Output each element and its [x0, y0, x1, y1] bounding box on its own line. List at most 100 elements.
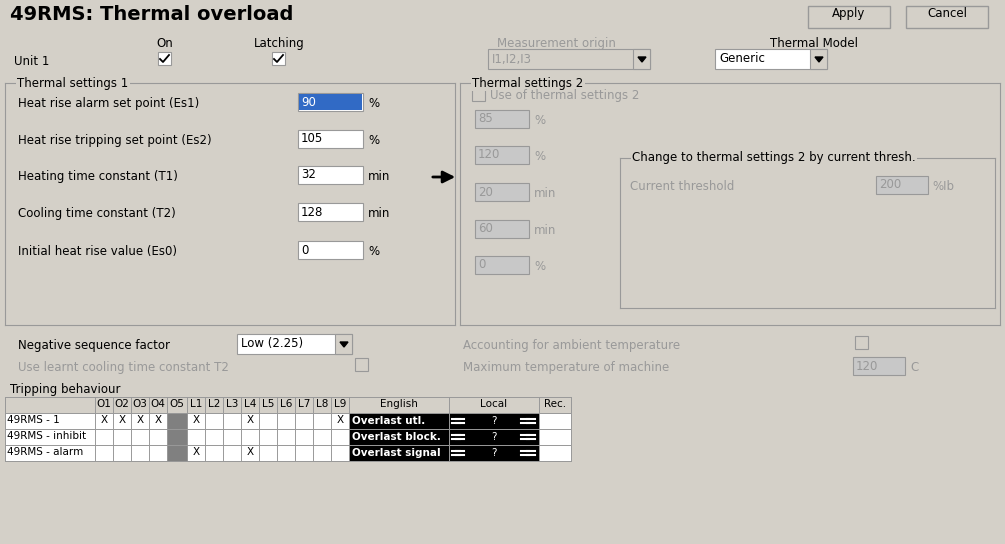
Text: 0: 0 [478, 258, 485, 271]
Text: 49RMS - alarm: 49RMS - alarm [7, 447, 83, 457]
Text: O5: O5 [170, 399, 185, 409]
Bar [335, 334, 352, 354]
Bar [633, 49, 650, 69]
Text: X: X [100, 415, 108, 425]
Bar [298, 241, 363, 259]
Bar [876, 176, 928, 194]
Text: L3: L3 [226, 399, 238, 409]
Bar [167, 413, 187, 429]
Text: 49RMS: Thermal overload: 49RMS: Thermal overload [10, 5, 293, 24]
Text: Overlast utl.: Overlast utl. [352, 416, 425, 426]
Bar [5, 413, 571, 429]
Text: 49RMS - inhibit: 49RMS - inhibit [7, 431, 86, 441]
Text: X: X [337, 415, 344, 425]
Text: Tripping behaviour: Tripping behaviour [10, 383, 121, 396]
Text: L6: L6 [279, 399, 292, 409]
Bar [298, 166, 363, 184]
Text: L7: L7 [297, 399, 311, 409]
Bar [167, 429, 187, 445]
Text: Low (2.25): Low (2.25) [241, 337, 304, 350]
Text: min: min [534, 224, 557, 237]
Text: ?: ? [491, 432, 496, 442]
Text: X: X [192, 447, 200, 457]
Text: X: X [155, 415, 162, 425]
Text: L5: L5 [262, 399, 274, 409]
Text: 90: 90 [302, 96, 316, 108]
Text: 49RMS - 1: 49RMS - 1 [7, 415, 59, 425]
Bar [808, 6, 890, 28]
Text: English: English [380, 399, 418, 409]
Text: Accounting for ambient temperature: Accounting for ambient temperature [463, 339, 680, 352]
Bar [349, 413, 449, 429]
Text: 105: 105 [302, 133, 324, 145]
Bar [855, 336, 868, 349]
Bar [272, 52, 285, 65]
Polygon shape [340, 342, 348, 347]
Text: C: C [910, 361, 919, 374]
Text: L1: L1 [190, 399, 202, 409]
Bar [539, 445, 571, 461]
Text: X: X [246, 447, 253, 457]
Text: Maximum temperature of machine: Maximum temperature of machine [463, 361, 669, 374]
Text: I1,I2,I3: I1,I2,I3 [492, 53, 532, 65]
Text: L9: L9 [334, 399, 346, 409]
Text: Use learnt cooling time constant T2: Use learnt cooling time constant T2 [18, 361, 229, 374]
Bar [810, 49, 827, 69]
Text: %: % [368, 245, 379, 258]
Text: %Ib: %Ib [932, 180, 954, 193]
Text: Rec.: Rec. [544, 399, 566, 409]
Bar [475, 110, 529, 128]
Bar [5, 397, 571, 413]
Text: 60: 60 [478, 222, 492, 236]
Text: min: min [534, 187, 557, 200]
Bar [488, 49, 650, 69]
Text: L4: L4 [244, 399, 256, 409]
Text: O2: O2 [115, 399, 130, 409]
Text: min: min [368, 170, 390, 183]
Text: Cancel: Cancel [927, 7, 967, 20]
Text: Change to thermal settings 2 by current thresh.: Change to thermal settings 2 by current … [632, 151, 916, 164]
Bar [449, 413, 539, 429]
Bar [237, 334, 352, 354]
Text: Unit 1: Unit 1 [14, 55, 49, 68]
Text: 200: 200 [879, 178, 901, 191]
Bar [158, 52, 171, 65]
Text: O1: O1 [96, 399, 112, 409]
Bar [853, 357, 904, 375]
Bar [539, 413, 571, 429]
Text: Current threshold: Current threshold [630, 180, 735, 193]
Polygon shape [638, 57, 646, 62]
Text: Use of thermal settings 2: Use of thermal settings 2 [490, 89, 639, 102]
Text: Latching: Latching [253, 37, 305, 50]
Polygon shape [815, 57, 823, 62]
Text: %: % [534, 260, 545, 273]
Text: 85: 85 [478, 113, 492, 126]
Text: Initial heat rise value (Es0): Initial heat rise value (Es0) [18, 245, 177, 258]
Text: Apply: Apply [832, 7, 865, 20]
Bar [475, 146, 529, 164]
Text: Thermal settings 2: Thermal settings 2 [472, 77, 583, 90]
Text: min: min [368, 207, 390, 220]
Bar [475, 256, 529, 274]
Text: Overlast signal: Overlast signal [352, 448, 440, 458]
Text: X: X [119, 415, 126, 425]
Text: Cooling time constant (T2): Cooling time constant (T2) [18, 207, 176, 220]
Text: X: X [192, 415, 200, 425]
Text: Overlast block.: Overlast block. [352, 432, 441, 442]
Bar [298, 93, 363, 111]
Bar [472, 88, 485, 101]
Text: O4: O4 [151, 399, 166, 409]
Bar [349, 429, 449, 445]
Bar [349, 445, 449, 461]
Text: Generic: Generic [719, 53, 765, 65]
Text: %: % [368, 97, 379, 110]
Text: %: % [368, 134, 379, 147]
Text: 32: 32 [302, 169, 316, 182]
Text: 120: 120 [478, 149, 500, 162]
Bar [475, 220, 529, 238]
Text: Heat rise alarm set point (Es1): Heat rise alarm set point (Es1) [18, 97, 199, 110]
Text: Thermal settings 1: Thermal settings 1 [17, 77, 129, 90]
Bar [298, 203, 363, 221]
Text: 120: 120 [856, 360, 878, 373]
Bar [449, 429, 539, 445]
